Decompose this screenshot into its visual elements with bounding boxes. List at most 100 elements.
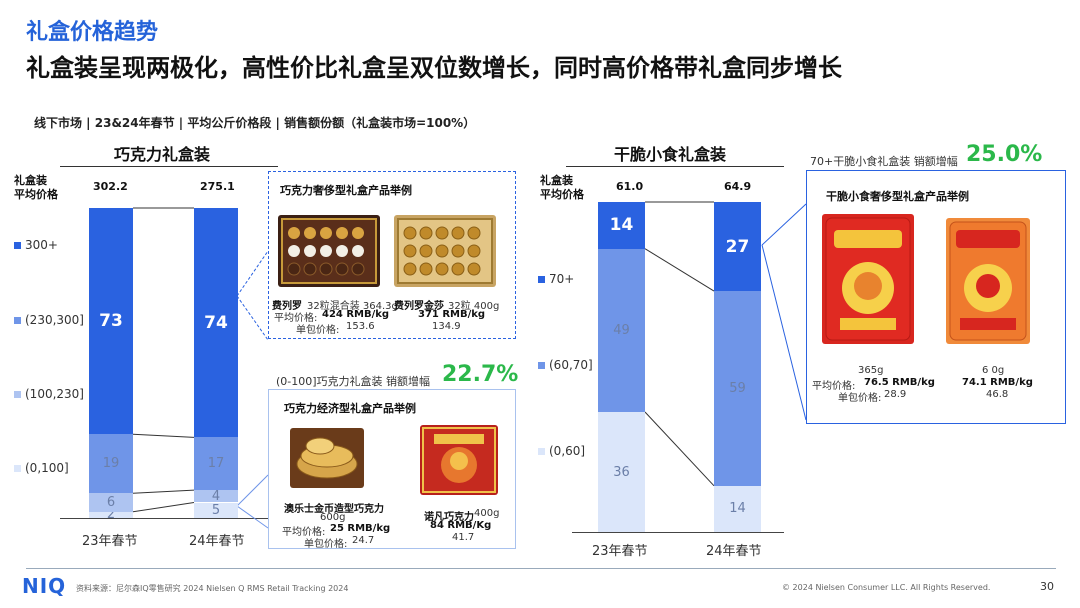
- nuofan-unit-price: 41.7: [452, 532, 475, 543]
- nuofan-chocolate-image: [420, 425, 498, 495]
- snack-bag-2-unit-price: 46.8: [986, 389, 1009, 400]
- coin-chocolate-illustration: [296, 437, 358, 479]
- bar-segment--60-70--1: 59: [714, 291, 761, 486]
- olo-coin-avg-label: 平均价格:: [282, 527, 326, 538]
- x-label-chocolate-23: 23年春节: [82, 534, 138, 549]
- snacks-growth-value: 25.0%: [966, 142, 1043, 167]
- page-subtitle: 线下市场 | 23&24年春节 | 平均公斤价格段 | 销售额份额（礼盒装市场=…: [34, 116, 476, 130]
- ferrero-mixed-box-image: [278, 215, 380, 287]
- legend-swatch-0-100: [14, 465, 21, 472]
- callout-title: 干脆小食奢侈型礼盒产品举例: [826, 190, 969, 203]
- legend-swatch-70plus: [538, 276, 545, 283]
- unit-price-label: 单包价格:: [296, 325, 340, 336]
- legend-0-100: (0,100]: [25, 461, 69, 475]
- x-axis-snacks: [572, 532, 784, 533]
- series-connector: [132, 489, 195, 494]
- legend-100-230: (100,230]: [25, 387, 84, 401]
- series-connector: [644, 411, 715, 487]
- product-desc-ferrero-rocher: 32粒 400g: [448, 301, 500, 312]
- chocolate-growth-label: (0-100]巧克力礼盒装 销额增幅: [276, 375, 431, 388]
- x-label-snacks-24: 24年春节: [706, 544, 762, 559]
- bar-segment-300+-1: 74: [194, 208, 238, 438]
- snack-unit-label: 单包价格:: [838, 393, 882, 404]
- ferrero-mixed-unit-price: 153.6: [346, 321, 375, 332]
- snack-bag-1-illustration: [825, 217, 911, 341]
- bar-segment--0-60--0: 36: [598, 412, 645, 532]
- x-label-snacks-23: 23年春节: [592, 544, 648, 559]
- bar-segment--100-230--0: 6: [89, 493, 133, 512]
- y-axis-label-snacks: 礼盒装 平均价格: [540, 174, 584, 201]
- legend-0-60: (0,60]: [549, 444, 586, 458]
- bar-segment-70+-1: 27: [714, 202, 761, 292]
- nuofan-box-illustration: [422, 427, 496, 493]
- olo-coin-avg-price: 25 RMB/kg: [330, 523, 391, 534]
- snacks-growth-label: 70+干脆小食礼盒装 销额增幅: [810, 155, 958, 168]
- avg-price-label: 平均价格:: [274, 313, 318, 324]
- snack-gift-bag-2-image: [946, 218, 1030, 344]
- page-title: 礼盒价格趋势: [26, 20, 159, 45]
- chart-title-underline: [566, 166, 784, 167]
- snack-avg-label: 平均价格:: [812, 381, 856, 392]
- bar-segment--230-300--1: 17: [194, 437, 238, 491]
- legend-swatch-60-70: [538, 362, 545, 369]
- bar-segment--100-230--1: 4: [194, 489, 238, 504]
- ferrero-rocher-avg-price: 371 RMB/kg: [418, 309, 486, 320]
- series-connector: [644, 248, 715, 292]
- bar-segment-300+-0: 73: [89, 208, 133, 435]
- olo-coin-unit-label: 单包价格:: [304, 539, 348, 550]
- ferrero-rocher-unit-price: 134.9: [432, 321, 461, 332]
- bar-segment--0-60--1: 14: [714, 485, 761, 532]
- bar-segment--0-100--1: 5: [194, 502, 238, 518]
- snack-bag-1-weight: 365g: [858, 365, 884, 376]
- series-connector: [132, 502, 195, 513]
- page-headline: 礼盒装呈现两极化，高性价比礼盒呈双位数增长，同时高价格带礼盒同步增长: [26, 54, 842, 82]
- footer-divider: [26, 568, 1056, 569]
- product-name-nuofan: 诺凡巧克力: [424, 512, 474, 523]
- olo-coin-chocolate-image: [290, 428, 364, 488]
- legend-swatch-300plus: [14, 242, 21, 249]
- chart-title-underline: [60, 166, 278, 167]
- product-name-olo-coin: 澳乐士金币造型巧克力: [284, 504, 384, 515]
- avg-price-chocolate-24: 275.1: [200, 180, 235, 193]
- ferrero-rocher-box-image: [394, 215, 496, 287]
- product-desc-ferrero-mixed: 32粒混合装 364.3g: [307, 301, 398, 312]
- footer-copyright: © 2024 Nielsen Consumer LLC. All Rights …: [782, 583, 991, 592]
- snack-gift-bag-1-image: [822, 214, 914, 344]
- snack-bag-2-avg-price: 74.1 RMB/kg: [962, 377, 1033, 388]
- product-name-ferrero-rocher: 费列罗金莎: [394, 301, 444, 312]
- legend-swatch-230-300: [14, 317, 21, 324]
- x-axis-chocolate: [60, 518, 275, 519]
- snack-bag-2-weight: 6 0g: [982, 365, 1005, 376]
- chart-title-snacks: 干脆小食礼盒装: [614, 145, 727, 164]
- legend-swatch-0-60: [538, 448, 545, 455]
- ferrero-mixed-avg-price: 424 RMB/kg: [322, 309, 390, 320]
- chart-title-chocolate: 巧克力礼盒装: [114, 145, 211, 164]
- avg-price-chocolate-23: 302.2: [93, 180, 128, 193]
- legend-70plus: 70+: [549, 272, 575, 286]
- chocolate-growth-value: 22.7%: [442, 362, 519, 387]
- niq-logo: NIQ: [22, 574, 67, 598]
- olo-coin-weight: 600g: [320, 512, 346, 523]
- legend-swatch-100-230: [14, 391, 21, 398]
- ferrero-rocher-illustration: [397, 218, 493, 284]
- bar-segment--0-100--0: 2: [89, 507, 133, 522]
- avg-price-snacks-23: 61.0: [616, 180, 644, 193]
- nuofan-avg-price: 84 RMB/Kg: [430, 520, 492, 531]
- series-connector: [132, 433, 195, 438]
- snack-bag-1-unit-price: 28.9: [884, 389, 907, 400]
- avg-price-snacks-24: 64.9: [724, 180, 752, 193]
- ferrero-mixed-illustration: [281, 218, 377, 284]
- bar-segment--60-70--0: 49: [598, 248, 645, 412]
- legend-230-300: (230,300]: [25, 313, 84, 327]
- callout-title: 巧克力经济型礼盒产品举例: [284, 402, 416, 415]
- bar-segment-70+-0: 14: [598, 202, 645, 249]
- y-axis-label-chocolate: 礼盒装 平均价格: [14, 174, 58, 201]
- bar-segment--230-300--0: 19: [89, 434, 133, 494]
- footer-source: 资料来源：尼尔森IQ零售研究 2024 Nielsen Q RMS Retail…: [76, 584, 349, 593]
- nuofan-weight: 400g: [474, 508, 500, 519]
- x-label-chocolate-24: 24年春节: [189, 534, 245, 549]
- olo-coin-unit-price: 24.7: [352, 535, 375, 546]
